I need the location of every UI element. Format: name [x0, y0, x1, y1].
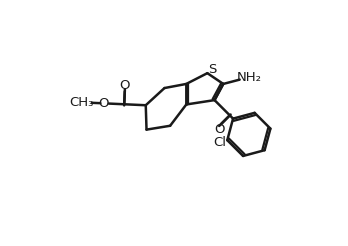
Text: O: O: [120, 79, 130, 92]
Text: CH₃: CH₃: [70, 96, 94, 109]
Text: S: S: [208, 63, 217, 76]
Text: O: O: [98, 97, 109, 110]
Text: Cl: Cl: [213, 136, 226, 149]
Text: NH₂: NH₂: [237, 71, 262, 84]
Text: O: O: [215, 123, 225, 136]
